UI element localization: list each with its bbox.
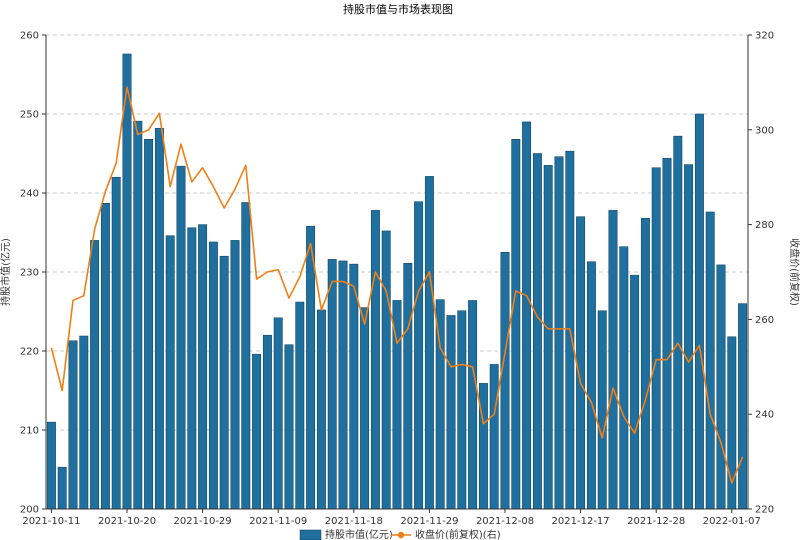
y-tick-label-right-3: 280	[755, 220, 774, 231]
bar-20	[262, 334, 272, 510]
bar-45	[532, 153, 542, 510]
bar-38	[457, 310, 467, 510]
bar-22	[284, 344, 294, 510]
bar-3	[79, 335, 89, 510]
y-tick-label-left-0: 200	[20, 505, 39, 516]
bar-10	[154, 127, 164, 510]
y-tick-label-left-6: 260	[20, 31, 39, 42]
bar-59	[684, 164, 694, 510]
bar-44	[522, 121, 532, 510]
bar-54	[630, 274, 640, 510]
bar-39	[468, 300, 478, 510]
x-tick-label-9: 2022-01-07	[703, 516, 761, 527]
bar-2	[68, 340, 78, 510]
bar-7	[122, 53, 132, 510]
bar-57	[662, 157, 672, 510]
bar-16	[219, 255, 229, 510]
bar-37	[446, 315, 456, 510]
bar-29	[360, 307, 370, 510]
bar-24	[306, 225, 316, 510]
bar-4	[90, 240, 100, 510]
bar-0	[46, 421, 56, 510]
bar-9	[144, 139, 154, 510]
bar-56	[651, 167, 661, 510]
legend-swatch-marker	[397, 531, 405, 539]
x-tick-label-7: 2021-12-17	[552, 516, 610, 527]
y-tick-label-left-2: 220	[20, 347, 39, 358]
bar-52	[608, 210, 618, 510]
line-series	[50, 86, 744, 484]
chart-title: 持股市值与市场表现图	[343, 2, 453, 16]
x-tick-label-2: 2021-10-29	[174, 516, 232, 527]
bar-60	[694, 113, 704, 510]
y-tick-label-right-1: 240	[755, 410, 774, 421]
bar-62	[716, 264, 726, 510]
bar-23	[295, 301, 305, 510]
legend-swatch-bar	[299, 529, 322, 540]
bar-46	[543, 165, 553, 510]
bar-47	[554, 156, 564, 510]
bar-13	[187, 227, 197, 510]
bar-28	[349, 263, 359, 510]
y-tick-label-right-5: 320	[755, 31, 774, 42]
y-tick-label-right-4: 300	[755, 125, 774, 136]
bar-6	[111, 176, 121, 510]
bar-1	[57, 466, 67, 510]
bar-34	[414, 201, 424, 510]
bar-53	[619, 246, 629, 510]
x-tick-label-6: 2021-12-08	[476, 516, 534, 527]
bar-41	[489, 364, 499, 510]
price-line	[50, 86, 744, 484]
bar-26	[327, 259, 337, 510]
bar-12	[176, 165, 186, 510]
x-tick-label-4: 2021-11-18	[325, 516, 383, 527]
x-tick-label-3: 2021-11-09	[249, 516, 307, 527]
x-tick-label-0: 2021-10-11	[22, 516, 80, 527]
bar-43	[511, 139, 521, 510]
bar-30	[370, 210, 380, 510]
bar-31	[381, 230, 391, 510]
axes: 200 210 220 230 240 250 260 220 240 260 280 300 320 2…	[20, 31, 774, 528]
bar-64	[738, 303, 748, 510]
y-axis-label-right: 收盘价(前复权)	[788, 238, 800, 306]
bar-35	[424, 176, 434, 510]
y-tick-label-right-2: 260	[755, 315, 774, 326]
legend-label-line: 收盘价(前复权)(右)	[415, 528, 501, 540]
bar-40	[478, 383, 488, 510]
bar-series	[46, 53, 748, 510]
x-tick-label-1: 2021-10-20	[98, 516, 156, 527]
bar-18	[241, 202, 251, 510]
bar-61	[705, 211, 715, 510]
y-tick-label-left-1: 210	[20, 426, 39, 437]
bar-8	[133, 120, 143, 510]
bar-19	[252, 353, 262, 510]
bar-21	[273, 317, 283, 510]
bar-49	[576, 216, 586, 510]
bar-50	[586, 261, 596, 510]
legend: 持股市值(亿元) 收盘价(前复权)(右)	[299, 528, 501, 540]
bar-51	[597, 310, 607, 510]
y-tick-label-left-5: 250	[20, 110, 39, 121]
legend-label-bar: 持股市值(亿元)	[325, 528, 393, 540]
bar-25	[316, 309, 326, 510]
y-axis-label-left: 持股市值(亿元)	[0, 238, 12, 306]
y-tick-label-left-4: 240	[20, 189, 39, 200]
bar-11	[165, 235, 175, 510]
bar-14	[198, 224, 208, 510]
bar-42	[500, 252, 510, 510]
bar-55	[640, 218, 650, 510]
bar-33	[403, 263, 413, 510]
bar-17	[230, 240, 240, 510]
y-tick-label-left-3: 230	[20, 268, 39, 279]
bar-5	[100, 203, 110, 510]
bar-58	[673, 135, 683, 510]
y-tick-label-right-0: 220	[755, 505, 774, 516]
bar-15	[208, 241, 218, 510]
x-tick-label-8: 2021-12-28	[627, 516, 685, 527]
bar-27	[338, 260, 348, 510]
x-tick-label-5: 2021-11-29	[400, 516, 458, 527]
